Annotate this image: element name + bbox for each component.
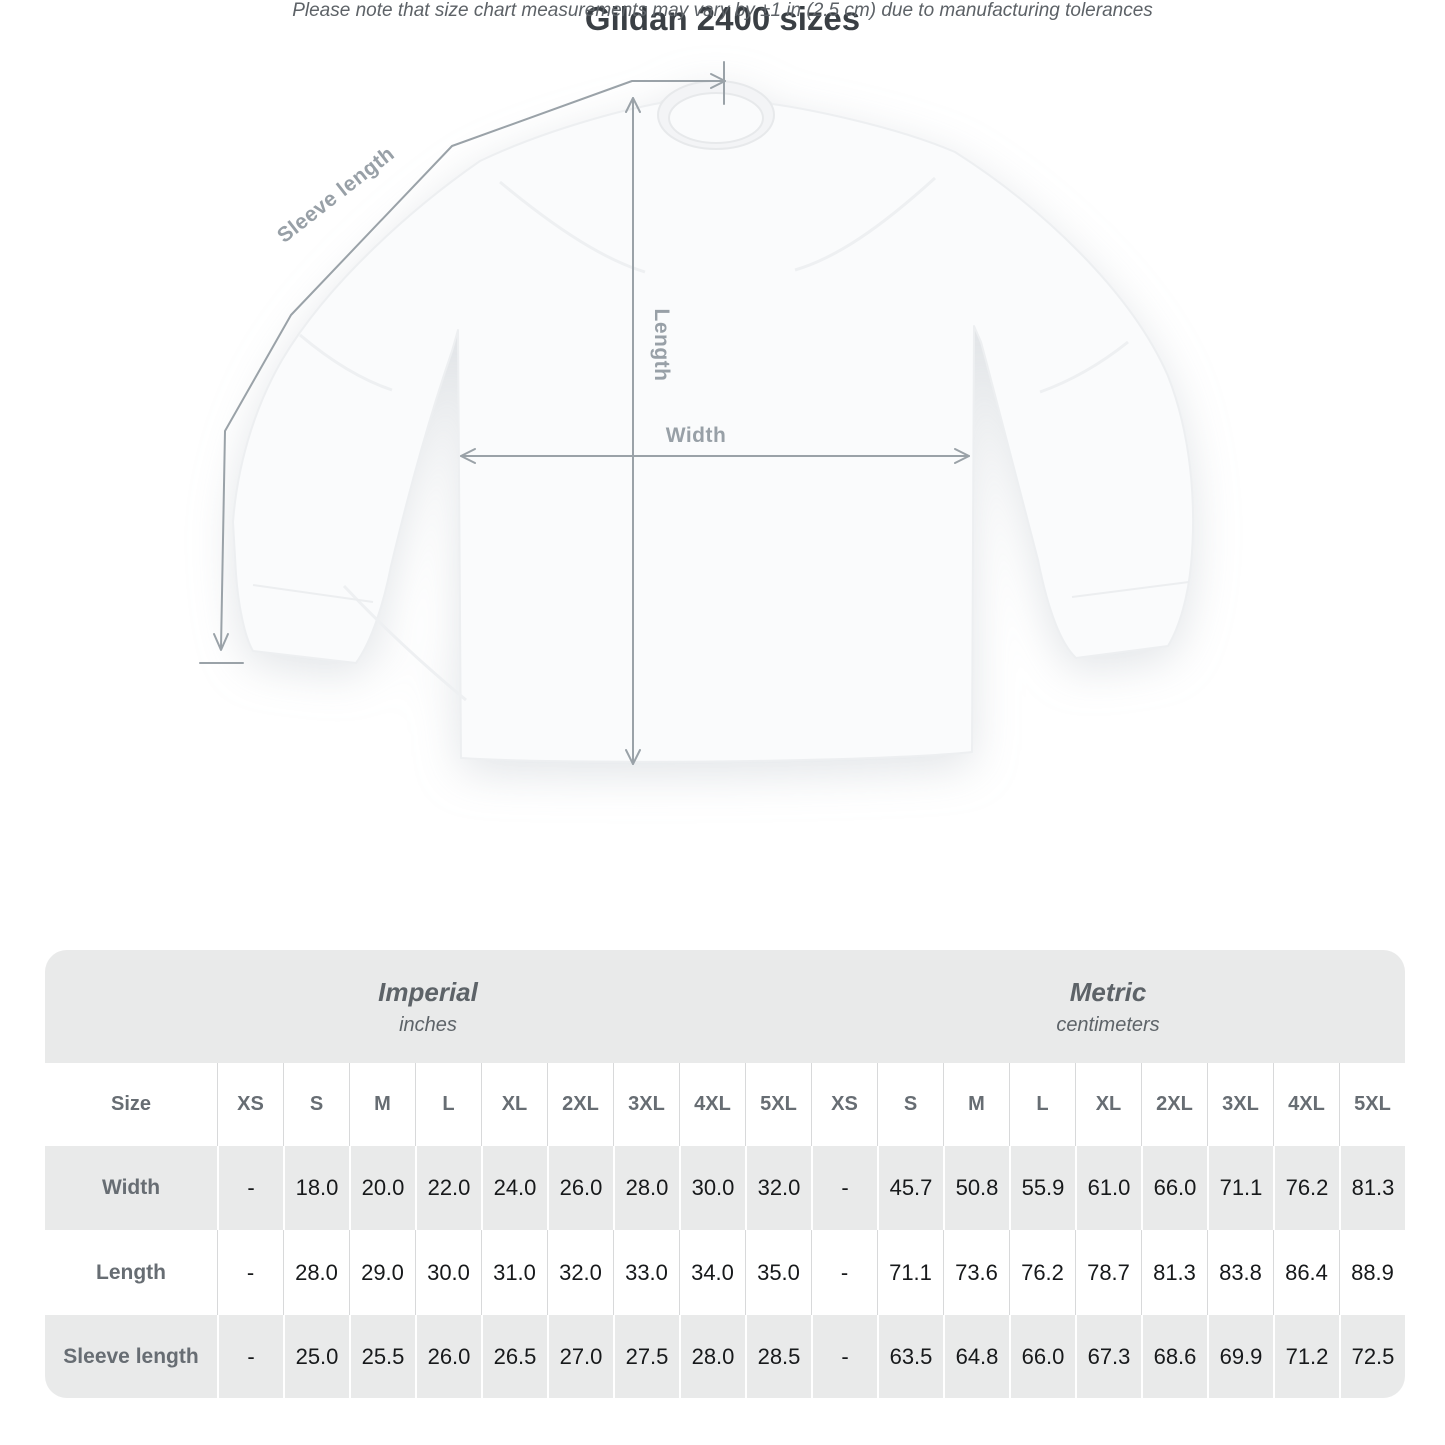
table-cell: 25.0	[283, 1315, 349, 1398]
table-cell: 66.0	[1141, 1146, 1207, 1230]
width-label: Width	[666, 424, 727, 447]
length-label: Length	[650, 309, 673, 382]
table-cell: 27.0	[547, 1315, 613, 1398]
size-col-header: M	[349, 1063, 415, 1146]
shirt-measurement-diagram: Sleeve length Length Width	[199, 61, 1195, 765]
tolerance-note: Please note that size chart measurements…	[292, 0, 1153, 21]
table-cell: 73.6	[943, 1230, 1009, 1315]
size-col-header: 3XL	[613, 1063, 679, 1146]
table-cell: 69.9	[1207, 1315, 1273, 1398]
table-cell: 88.9	[1339, 1230, 1405, 1315]
size-col-header: S	[283, 1063, 349, 1146]
table-cell: 81.3	[1339, 1146, 1405, 1230]
table-cell: 33.0	[613, 1230, 679, 1315]
length-line	[625, 97, 641, 765]
table-cell: 26.0	[415, 1315, 481, 1398]
table-cell: 27.5	[613, 1315, 679, 1398]
table-cell: 26.5	[481, 1315, 547, 1398]
size-col-header: 4XL	[1273, 1063, 1339, 1146]
sleeve-length-label: Sleeve length	[273, 142, 399, 247]
imperial-label: Imperial	[378, 976, 478, 1007]
size-col-header: L	[1009, 1063, 1075, 1146]
size-col-header: XL	[1075, 1063, 1141, 1146]
table-cell: 76.2	[1009, 1230, 1075, 1315]
collar-inner	[668, 92, 764, 144]
row-label-length: Length	[45, 1230, 217, 1315]
table-cell: 30.0	[679, 1146, 745, 1230]
table-cell: 86.4	[1273, 1230, 1339, 1315]
table-cell: 31.0	[481, 1230, 547, 1315]
table-cell: 76.2	[1273, 1146, 1339, 1230]
table-cell: 66.0	[1009, 1315, 1075, 1398]
size-col-header: L	[415, 1063, 481, 1146]
table-cell: 63.5	[877, 1315, 943, 1398]
table-cell: 50.8	[943, 1146, 1009, 1230]
table-cell: 35.0	[745, 1230, 811, 1315]
size-col-header: M	[943, 1063, 1009, 1146]
table-cell: 32.0	[745, 1146, 811, 1230]
table-cell: 32.0	[547, 1230, 613, 1315]
table-cell: 78.7	[1075, 1230, 1141, 1315]
unit-group-imperial: Imperial inches	[45, 950, 811, 1063]
size-col-header: 2XL	[547, 1063, 613, 1146]
sleeve-length-line	[199, 61, 726, 664]
table-cell: 83.8	[1207, 1230, 1273, 1315]
unit-group-metric: Metric centimeters	[811, 950, 1405, 1063]
table-cell: 72.5	[1339, 1315, 1405, 1398]
metric-sublabel: centimeters	[1056, 1013, 1160, 1036]
size-col-header: XS	[217, 1063, 283, 1146]
table-cell: 81.3	[1141, 1230, 1207, 1315]
table-cell: -	[217, 1146, 283, 1230]
size-col-header: XS	[811, 1063, 877, 1146]
long-sleeve-shirt-illustration	[232, 80, 1195, 763]
table-cell: 28.0	[679, 1315, 745, 1398]
table-cell: 29.0	[349, 1230, 415, 1315]
table-cell: 20.0	[349, 1146, 415, 1230]
table-cell: 45.7	[877, 1146, 943, 1230]
table-cell: 18.0	[283, 1146, 349, 1230]
table-cell: 28.5	[745, 1315, 811, 1398]
table-cell: 28.0	[613, 1146, 679, 1230]
table-cell: 71.2	[1273, 1315, 1339, 1398]
table-cell: 71.1	[1207, 1146, 1273, 1230]
table-cell: -	[811, 1146, 877, 1230]
size-col-header: S	[877, 1063, 943, 1146]
table-cell: 71.1	[877, 1230, 943, 1315]
row-label-width: Width	[45, 1146, 217, 1230]
table-cell: -	[811, 1315, 877, 1398]
table-cell: 30.0	[415, 1230, 481, 1315]
table-cell: -	[811, 1230, 877, 1315]
table-cell: 67.3	[1075, 1315, 1141, 1398]
table-cell: 68.6	[1141, 1315, 1207, 1398]
size-col-header: 4XL	[679, 1063, 745, 1146]
size-col-header: 5XL	[745, 1063, 811, 1146]
size-header-cell: Size	[45, 1063, 217, 1146]
table-cell: 25.5	[349, 1315, 415, 1398]
table-cell: 34.0	[679, 1230, 745, 1315]
size-col-header: 3XL	[1207, 1063, 1273, 1146]
table-cell: 55.9	[1009, 1146, 1075, 1230]
imperial-sublabel: inches	[399, 1013, 457, 1036]
size-col-header: 2XL	[1141, 1063, 1207, 1146]
table-cell: 64.8	[943, 1315, 1009, 1398]
size-col-header: 5XL	[1339, 1063, 1405, 1146]
table-cell: 28.0	[283, 1230, 349, 1315]
table-cell: -	[217, 1315, 283, 1398]
table-cell: 26.0	[547, 1146, 613, 1230]
page-title: Gildan 2400 sizes	[584, 0, 861, 37]
row-label-sleeve-length: Sleeve length	[45, 1315, 217, 1398]
width-line	[460, 448, 970, 464]
metric-label: Metric	[1069, 976, 1147, 1007]
size-table: Imperial inches Metric centimeters Size …	[45, 950, 1405, 1398]
table-cell: 22.0	[415, 1146, 481, 1230]
table-cell: -	[217, 1230, 283, 1315]
table-cell: 24.0	[481, 1146, 547, 1230]
table-cell: 61.0	[1075, 1146, 1141, 1230]
size-col-header: XL	[481, 1063, 547, 1146]
